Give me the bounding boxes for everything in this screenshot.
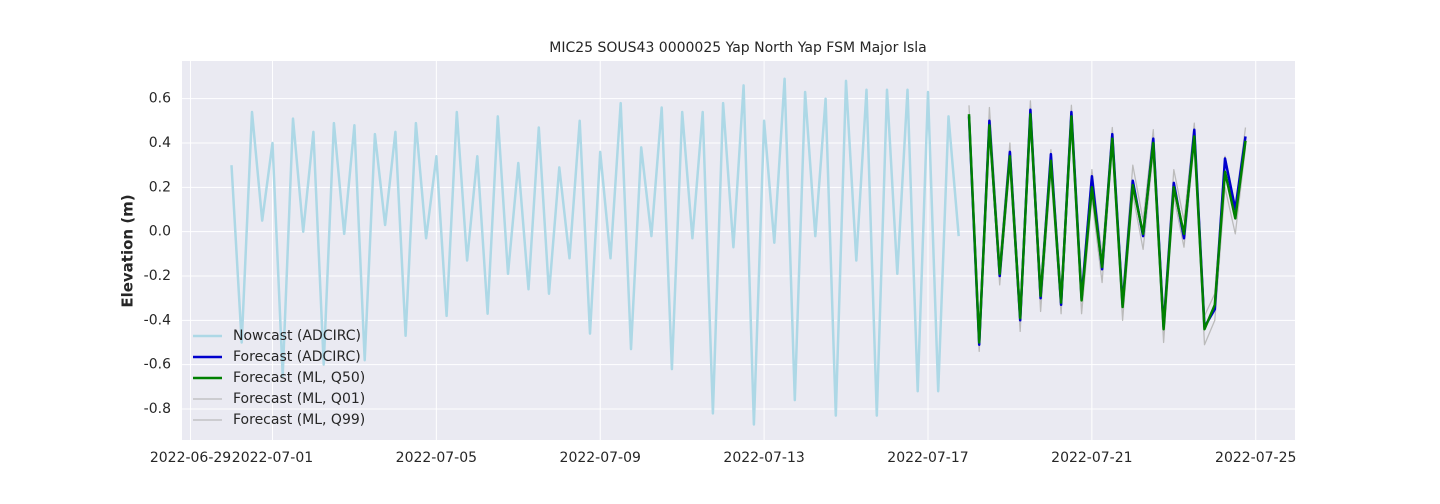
y-tick-label: -0.4 bbox=[144, 312, 171, 328]
y-tick-label: -0.2 bbox=[144, 268, 171, 284]
x-tick-label: 2022-07-01 bbox=[232, 450, 313, 466]
y-tick-label: -0.6 bbox=[144, 357, 171, 373]
y-tick-label: 0.4 bbox=[149, 135, 171, 151]
x-tick-label: 2022-07-09 bbox=[560, 450, 641, 466]
x-tick-label: 2022-07-05 bbox=[396, 450, 477, 466]
legend-label: Forecast (ML, Q50) bbox=[233, 370, 365, 386]
legend-label: Nowcast (ADCIRC) bbox=[233, 328, 361, 344]
y-tick-label: -0.8 bbox=[144, 401, 171, 417]
y-tick-label: 0.2 bbox=[149, 179, 171, 195]
legend: Nowcast (ADCIRC) Forecast (ADCIRC) Forecas… bbox=[193, 328, 365, 428]
y-tick-label: 0.0 bbox=[149, 224, 171, 240]
x-tick-label: 2022-07-17 bbox=[887, 450, 968, 466]
legend-label: Forecast (ADCIRC) bbox=[233, 349, 361, 365]
plot-area bbox=[182, 61, 1295, 440]
legend-label: Forecast (ML, Q99) bbox=[233, 412, 365, 428]
chart-title: MIC25 SOUS43 0000025 Yap North Yap FSM M… bbox=[549, 40, 926, 56]
x-tick-label: 2022-07-13 bbox=[723, 450, 804, 466]
y-axis-label: Elevation (m) bbox=[119, 194, 137, 307]
x-tick-label: 2022-07-21 bbox=[1051, 450, 1132, 466]
lines bbox=[230, 77, 1247, 426]
x-tick-label: 2022-06-29 bbox=[150, 450, 231, 466]
y-tick-label: 0.6 bbox=[149, 91, 171, 107]
x-tick-label: 2022-07-25 bbox=[1215, 450, 1296, 466]
series-line bbox=[967, 112, 1247, 344]
legend-label: Forecast (ML, Q01) bbox=[233, 391, 365, 407]
series-line bbox=[230, 77, 960, 426]
